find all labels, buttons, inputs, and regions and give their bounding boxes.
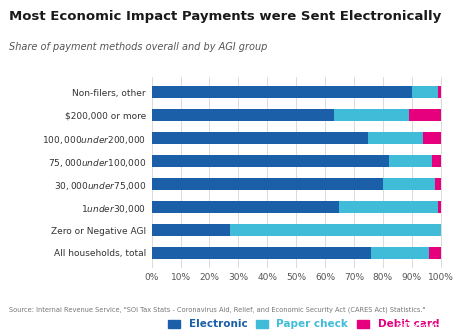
Bar — [334, 109, 409, 121]
Text: Share of payment methods overall and by AGI group: Share of payment methods overall and by … — [9, 42, 268, 52]
Bar — [371, 247, 429, 259]
Bar — [389, 155, 432, 168]
Bar — [435, 178, 441, 190]
Bar — [152, 155, 389, 168]
Bar — [152, 224, 230, 236]
Bar — [432, 155, 441, 168]
Bar — [429, 247, 441, 259]
Bar — [152, 178, 383, 190]
Bar — [409, 109, 441, 121]
Bar — [368, 132, 423, 144]
Bar — [438, 86, 441, 98]
Bar — [438, 201, 441, 213]
Bar — [412, 86, 438, 98]
Legend: Electronic, Paper check, Debit card: Electronic, Paper check, Debit card — [164, 315, 443, 334]
Text: Most Economic Impact Payments were Sent Electronically: Most Economic Impact Payments were Sent … — [9, 10, 442, 23]
Bar — [152, 86, 412, 98]
Bar — [383, 178, 435, 190]
Text: @TaxFoundation: @TaxFoundation — [395, 321, 469, 330]
Bar — [423, 132, 441, 144]
Bar — [152, 109, 334, 121]
Bar — [152, 247, 371, 259]
Text: Source: Internal Revenue Service, "SOI Tax Stats - Coronavirus Aid, Relief, and : Source: Internal Revenue Service, "SOI T… — [9, 307, 426, 313]
Bar — [152, 132, 368, 144]
Bar — [152, 201, 339, 213]
Bar — [230, 224, 441, 236]
Text: TAX FOUNDATION: TAX FOUNDATION — [5, 321, 109, 331]
Bar — [339, 201, 438, 213]
